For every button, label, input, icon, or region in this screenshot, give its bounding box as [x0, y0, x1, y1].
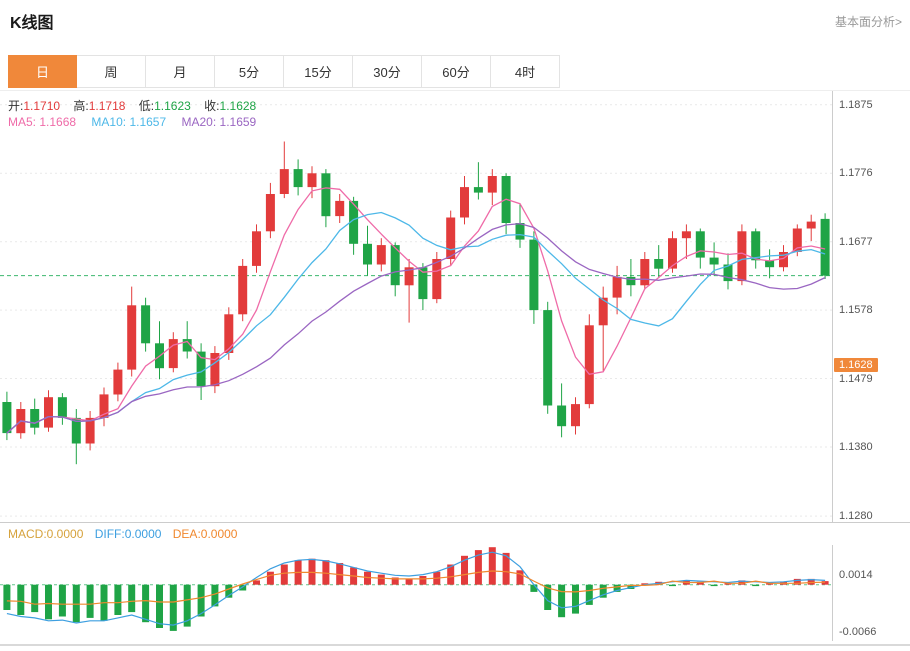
page-title: K线图 — [10, 15, 54, 32]
macd-legend: MACD:0.0000 DIFF:0.0000 DEA:0.0000 — [8, 527, 245, 541]
open-value: 1.1710 — [23, 99, 61, 113]
close-value: 1.1628 — [219, 99, 257, 113]
tab-30min[interactable]: 30分 — [353, 55, 422, 88]
y-axis-label: 1.1380 — [839, 440, 873, 453]
y-axis-label: 1.1578 — [839, 304, 873, 317]
tab-day[interactable]: 日 — [8, 55, 77, 88]
low-label: 低: — [138, 99, 155, 113]
macd-axis: 0.0014 -0.0066 — [832, 545, 909, 641]
macd-axis-label: 0.0014 — [839, 568, 873, 581]
high-value: 1.1718 — [88, 99, 126, 113]
macd-chart[interactable] — [0, 545, 832, 641]
current-price-badge: 1.1628 — [834, 357, 878, 372]
ma-legend: MA5: 1.1668 MA10: 1.1657 MA20: 1.1659 — [8, 115, 268, 129]
tab-4hour[interactable]: 4时 — [491, 55, 560, 88]
y-axis-label: 1.1280 — [839, 510, 873, 523]
macd-value: MACD:0.0000 — [8, 527, 84, 541]
low-value: 1.1623 — [154, 99, 191, 113]
y-axis-label: 1.1776 — [839, 167, 873, 180]
high-label: 高: — [73, 99, 89, 113]
price-axis: 1.1875 1.1776 1.1677 1.1578 1.1479 1.1380 1.12… — [832, 91, 909, 522]
ma20-legend: MA20: 1.1659 — [181, 115, 257, 129]
fundamental-analysis-link[interactable]: 基本面分析> — [834, 15, 902, 29]
diff-value: DIFF:0.0000 — [94, 527, 162, 541]
ma10-legend: MA10: 1.1657 — [91, 115, 167, 129]
tab-month[interactable]: 月 — [146, 55, 215, 88]
open-label: 开: — [8, 99, 24, 113]
tab-15min[interactable]: 15分 — [284, 55, 353, 88]
dea-value: DEA:0.0000 — [172, 527, 238, 541]
tab-60min[interactable]: 60分 — [422, 55, 491, 88]
macd-axis-label: -0.0066 — [839, 626, 877, 639]
tab-week[interactable]: 周 — [77, 55, 146, 88]
macd-panel: MACD:0.0000 DIFF:0.0000 DEA:0.0000 0.001… — [0, 523, 910, 641]
y-axis-label: 1.1479 — [839, 372, 873, 385]
ma5-legend: MA5: 1.1668 — [8, 115, 77, 129]
main-chart-panel: 1.1875 1.1776 1.1677 1.1578 1.1479 1.1380 1.12… — [0, 90, 910, 522]
y-axis-label: 1.1677 — [839, 235, 873, 248]
panel-divider — [0, 522, 910, 523]
ohlc-legend: 开:1.1710 高:1.1718 低:1.1623 收:1.1628 — [8, 97, 266, 114]
y-axis-label: 1.1875 — [839, 98, 873, 111]
close-label: 收: — [204, 99, 220, 113]
bottom-border — [0, 644, 910, 646]
candlestick-chart[interactable] — [0, 91, 832, 523]
tab-5min[interactable]: 5分 — [215, 55, 284, 88]
timeframe-tab-bar: 日周月 5分 15分 30分 60分 4时 — [8, 55, 560, 88]
